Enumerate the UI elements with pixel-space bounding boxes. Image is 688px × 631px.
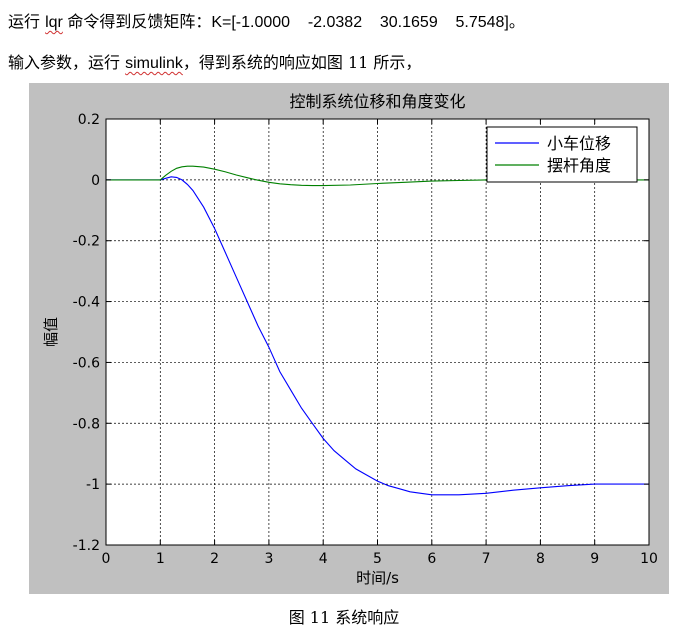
response-chart: 0 1 2 3 4 5 6 7 8 9 10 0.2 0 -0.2 -0.4 -0.6 -0.8 -1 -1.2 控制… (42, 92, 658, 587)
x-tick-label: 2 (210, 551, 219, 567)
y-axis-label: 幅值 (42, 317, 60, 347)
y-tick-label: -0.6 (73, 355, 100, 371)
lqr-word: lqr (45, 14, 63, 31)
y-tick-label: -0.8 (73, 416, 100, 432)
series-line-cart (106, 176, 649, 496)
figure-caption: 图 11 系统响应 (288, 608, 400, 627)
y-tick-label: -0.2 (73, 234, 100, 250)
simulink-text-b: ，得到系统的响应如图 11 所示， (182, 53, 422, 72)
x-tick-label: 0 (102, 551, 111, 567)
y-tick-label: -1 (86, 477, 100, 493)
x-tick-label: 9 (590, 551, 599, 567)
result-paragraph: 运行 lqr 命令得到反馈矩阵：K=[-1.0000 -2.0382 30.16… (8, 8, 525, 32)
result-text-a: 运行 (8, 12, 46, 31)
simulink-text-a: 输入参数，运行 (8, 53, 126, 72)
x-tick-label: 1 (156, 551, 165, 567)
x-tick-label: 5 (373, 551, 382, 567)
legend-label-pendulum: 摆杆角度 (547, 156, 611, 175)
legend-box (486, 126, 638, 183)
result-text-b: 命令得到反馈矩阵：K=[-1.0000 -2.0382 30.1659 5.75… (62, 14, 525, 31)
series-line-pendulum (106, 165, 649, 187)
x-tick-label: 3 (264, 551, 273, 567)
y-tick-label: -1.2 (73, 538, 100, 554)
x-tick-label: 7 (482, 551, 491, 567)
simulink-paragraph: 输入参数，运行 simulink，得到系统的响应如图 11 所示， (8, 49, 421, 73)
x-tick-label: 4 (319, 551, 328, 567)
y-tick-label: -0.4 (73, 295, 100, 311)
y-tick-label: 0 (91, 173, 100, 189)
chart-title: 控制系统位移和角度变化 (289, 92, 465, 111)
simulink-word: simulink (125, 55, 183, 72)
figure-window: 0 1 2 3 4 5 6 7 8 9 10 0.2 0 -0.2 -0.4 -0.6 -0.8 -1 -1.2 控制… (29, 83, 669, 594)
x-tick-label: 6 (427, 551, 436, 567)
y-tick-label: 0.2 (78, 112, 100, 128)
legend-label-cart: 小车位移 (547, 134, 611, 153)
x-tick-label: 10 (640, 551, 658, 567)
x-tick-label: 8 (536, 551, 545, 567)
x-axis-label: 时间/s (356, 569, 399, 587)
